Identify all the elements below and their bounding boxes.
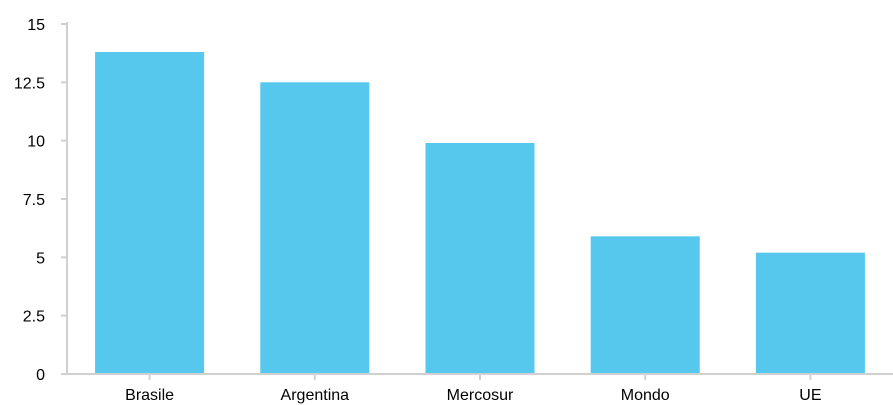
x-tick-label: UE <box>799 387 821 404</box>
bar-mercosur <box>425 143 535 374</box>
y-tick-label: 12.5 <box>14 75 45 92</box>
y-tick-label: 7.5 <box>23 192 45 209</box>
x-axis-ticks: Brasile Argentina Mercosur Mondo UE <box>125 374 822 404</box>
bar-mondo <box>590 236 700 374</box>
bar-argentina <box>260 82 370 374</box>
x-tick-label: Argentina <box>281 387 350 404</box>
bars-group <box>95 52 865 374</box>
x-tick-label: Mondo <box>621 387 670 404</box>
y-axis-ticks: 0 2.5 5 7.5 10 12.5 15 <box>14 17 67 384</box>
x-tick-label: Brasile <box>125 387 174 404</box>
y-tick-label: 0 <box>36 367 45 384</box>
bar-ue <box>755 252 865 374</box>
y-tick-label: 5 <box>36 250 45 267</box>
y-tick-label: 10 <box>27 134 45 151</box>
y-tick-label: 2.5 <box>23 309 45 326</box>
y-tick-label: 15 <box>27 17 45 34</box>
x-tick-label: Mercosur <box>447 387 514 404</box>
bar-brasile <box>95 52 205 374</box>
